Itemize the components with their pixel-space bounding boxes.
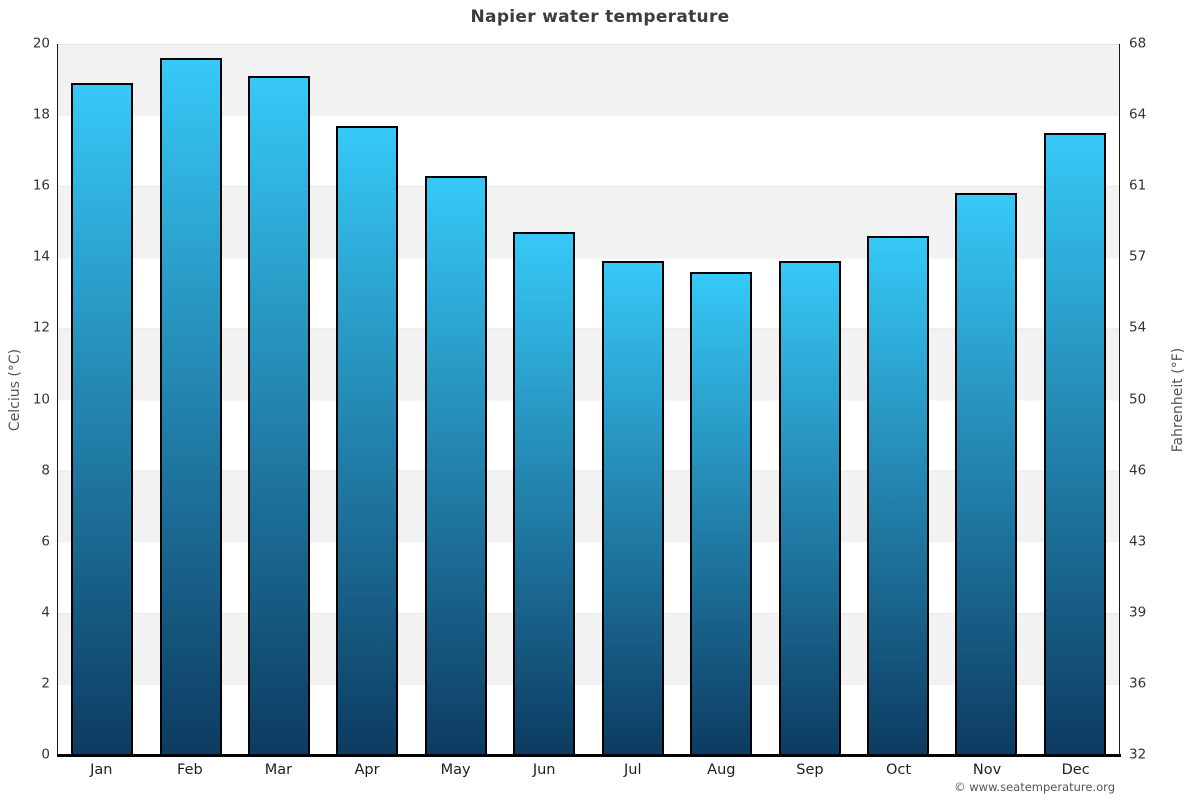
ytick-celsius-18: 18 — [32, 106, 50, 123]
bar-nov — [955, 193, 1018, 755]
bar-aug — [690, 271, 753, 755]
bar-slot-apr — [323, 44, 411, 755]
xlabel-mar: Mar — [264, 762, 293, 778]
ytick-fahrenheit-36: 36 — [1129, 675, 1147, 692]
xlabel-feb: Feb — [177, 762, 203, 778]
ytick-celsius-16: 16 — [32, 177, 50, 194]
bar-slot-sep — [765, 44, 853, 755]
y-axis-title-celsius: Celcius (°C) — [7, 348, 23, 432]
ytick-fahrenheit-68: 68 — [1129, 35, 1147, 52]
xlabel-may: May — [440, 762, 471, 778]
bar-slot-oct — [854, 44, 942, 755]
ytick-fahrenheit-54: 54 — [1129, 319, 1147, 336]
bar-may — [424, 175, 487, 755]
chart-title: Napier water temperature — [470, 7, 730, 27]
bar-slot-feb — [146, 44, 234, 755]
ytick-celsius-12: 12 — [32, 319, 50, 336]
ytick-fahrenheit-46: 46 — [1129, 461, 1147, 478]
ytick-celsius-6: 6 — [41, 532, 50, 549]
bars-group — [58, 44, 1119, 755]
plot-area — [57, 44, 1120, 755]
ytick-fahrenheit-39: 39 — [1129, 604, 1147, 621]
xlabel-jan: Jan — [90, 762, 113, 778]
copyright-text: © www.seatemperature.org — [954, 780, 1115, 794]
xlabel-nov: Nov — [972, 762, 1002, 778]
bar-dec — [1043, 132, 1106, 755]
bar-jun — [513, 232, 576, 755]
bar-sep — [778, 260, 841, 755]
bar-jul — [601, 260, 664, 755]
x-axis-labels: Jan Feb Mar Apr May Jun Jul Aug Sep Oct Nov Dec — [57, 762, 1120, 778]
bar-oct — [867, 235, 929, 755]
bar-slot-jul — [589, 44, 677, 755]
bar-slot-dec — [1031, 44, 1119, 755]
xlabel-dec: Dec — [1061, 762, 1090, 778]
bar-slot-may — [412, 44, 500, 755]
y-axis-title-fahrenheit: Fahrenheit (°F) — [1170, 347, 1186, 453]
ytick-celsius-10: 10 — [32, 390, 50, 407]
ytick-celsius-20: 20 — [32, 35, 50, 52]
ytick-fahrenheit-61: 61 — [1129, 177, 1147, 194]
bar-slot-nov — [942, 44, 1030, 755]
ytick-celsius-8: 8 — [41, 461, 50, 478]
bar-feb — [159, 58, 222, 755]
bar-slot-aug — [677, 44, 765, 755]
xlabel-jun: Jun — [532, 762, 556, 778]
ytick-celsius-0: 0 — [41, 746, 50, 763]
xlabel-aug: Aug — [707, 762, 736, 778]
bar-apr — [336, 125, 399, 755]
xlabel-apr: Apr — [354, 762, 380, 778]
bar-slot-jan — [58, 44, 146, 755]
ytick-fahrenheit-50: 50 — [1129, 390, 1147, 407]
bar-slot-mar — [235, 44, 323, 755]
bar-jan — [71, 83, 134, 755]
ytick-celsius-14: 14 — [32, 248, 50, 265]
bar-mar — [248, 76, 311, 755]
ytick-fahrenheit-64: 64 — [1129, 106, 1147, 123]
bar-slot-jun — [500, 44, 588, 755]
x-axis-line — [57, 754, 1121, 757]
xlabel-oct: Oct — [885, 762, 912, 778]
ytick-celsius-4: 4 — [41, 604, 50, 621]
ytick-fahrenheit-43: 43 — [1129, 532, 1147, 549]
ytick-celsius-2: 2 — [41, 675, 50, 692]
ytick-fahrenheit-32: 32 — [1129, 746, 1147, 763]
ytick-fahrenheit-57: 57 — [1129, 248, 1147, 265]
xlabel-sep: Sep — [796, 762, 824, 778]
xlabel-jul: Jul — [624, 762, 642, 778]
